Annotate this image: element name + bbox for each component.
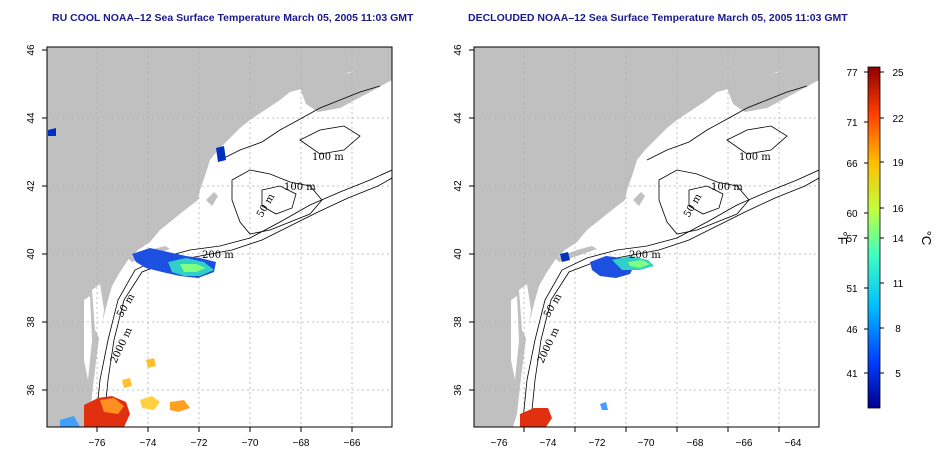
left-sst-south-yellow: [140, 396, 160, 410]
left-xtick-1: −74: [140, 438, 157, 449]
right-bathymetry-contours: [522, 85, 819, 421]
right-xtick-4: −68: [687, 438, 704, 449]
left-sst-offshore-spots: [122, 358, 156, 388]
right-map-title: DECLOUDED NOAA–12 Sea Surface Temperatur…: [468, 12, 848, 24]
right-xtick-5: −66: [736, 438, 753, 449]
left-map-title: RU COOL NOAA–12 Sea Surface Temperature …: [52, 12, 414, 24]
left-ytick-46: 46: [26, 44, 37, 56]
colorbar-f-tick-66: 66: [846, 159, 858, 170]
right-chesapeake: [511, 296, 519, 380]
colorbar-f-tick-71: 71: [846, 118, 858, 129]
left-ytick-42: 42: [26, 180, 37, 192]
right-ytick-40: 40: [453, 248, 464, 260]
left-xtick-0: −76: [89, 438, 106, 449]
left-sst-data: [48, 128, 226, 427]
left-sst-small-patch: [216, 146, 226, 162]
right-xtick-3: −70: [638, 438, 655, 449]
colorbar-c-tick-25: 25: [892, 68, 904, 79]
right-ytick-36: 36: [453, 384, 464, 396]
left-chesapeake: [84, 296, 92, 380]
colorbar-gradient: [867, 66, 881, 409]
colorbar-c-tick-16: 16: [892, 204, 904, 215]
left-contour-label-200m: 200 m: [202, 250, 234, 261]
colorbar-f-ticks: [864, 71, 868, 374]
colorbar-c-tick-8: 8: [895, 324, 901, 335]
right-x-axis: [523, 427, 780, 432]
left-xtick-3: −70: [242, 438, 259, 449]
left-sst-front: [180, 264, 206, 272]
left-delmarva: [92, 284, 104, 340]
right-xtick-0: −76: [491, 438, 508, 449]
right-grid: [474, 47, 819, 427]
right-sst-small-patch: [560, 252, 570, 262]
left-land-mass: [47, 47, 392, 427]
left-grid: [47, 47, 392, 427]
right-xtick-2: −72: [589, 438, 606, 449]
colorbar-c-tick-5: 5: [895, 369, 901, 380]
colorbar-f-tick-57: 57: [846, 234, 858, 245]
left-ytick-40: 40: [26, 248, 37, 260]
colorbar-f-tick-41: 41: [846, 369, 858, 380]
colorbar-f-tick-51: 51: [846, 284, 858, 295]
left-cape-cod: [206, 192, 218, 206]
right-contour-label-200m: 200 m: [629, 250, 661, 261]
colorbar-fahrenheit-label: °F: [835, 231, 850, 244]
right-ytick-38: 38: [453, 316, 464, 328]
left-ytick-44: 44: [26, 112, 37, 124]
left-xtick-5: −66: [344, 438, 361, 449]
right-map-panel: 100 m 100 m 50 m 200 m 50 m 2000 m −76 −…: [453, 44, 820, 449]
colorbar-f-tick-46: 46: [846, 325, 858, 336]
left-ytick-36: 36: [26, 384, 37, 396]
left-xtick-4: −68: [293, 438, 310, 449]
left-sst-south-scatter: [170, 400, 190, 412]
right-land-mass: [474, 47, 819, 427]
left-sst-south-blue: [60, 416, 80, 427]
left-sst-patch-northwest: [48, 128, 56, 136]
right-xtick-6: −64: [785, 438, 802, 449]
left-x-axis: [96, 427, 353, 432]
right-delmarva: [519, 284, 531, 340]
right-contour-label-100m-a: 100 m: [739, 152, 771, 163]
right-sst-data: [520, 252, 654, 427]
right-map-frame: [473, 46, 820, 428]
colorbar-celsius-label: °C: [919, 231, 934, 246]
left-xtick-2: −72: [191, 438, 208, 449]
colorbar-c-tick-11: 11: [893, 279, 904, 290]
left-nova-scotia: [300, 60, 392, 112]
colorbar: 77 71 66 60 57 51 46 41 25 22 19 16 14 1…: [835, 66, 934, 409]
right-sst-front: [628, 260, 650, 268]
left-bathymetry-contours: [95, 85, 392, 421]
colorbar-c-tick-22: 22: [892, 114, 904, 125]
left-y-axis: [42, 49, 47, 391]
right-ytick-46: 46: [453, 44, 464, 56]
colorbar-f-tick-77: 77: [846, 68, 858, 79]
left-map-panel: 100 m 100 m 50 m 200 m 50 m 2000 m −76 −…: [26, 44, 393, 449]
right-ytick-44: 44: [453, 112, 464, 124]
right-nova-scotia: [727, 60, 819, 112]
colorbar-f-tick-60: 60: [846, 209, 858, 220]
colorbar-c-tick-14: 14: [892, 234, 904, 245]
right-sst-south-warm: [520, 408, 552, 427]
left-sst-south-orange: [100, 398, 124, 414]
left-map-frame: [46, 46, 393, 428]
left-contour-label-100m-b: 100 m: [284, 182, 316, 193]
right-cape-cod: [633, 192, 645, 206]
right-contour-label-100m-b: 100 m: [711, 182, 743, 193]
left-ytick-38: 38: [26, 316, 37, 328]
right-ytick-42: 42: [453, 180, 464, 192]
right-xtick-1: −74: [540, 438, 557, 449]
right-y-axis: [469, 49, 474, 391]
right-sst-south-blue: [600, 402, 608, 410]
colorbar-c-tick-19: 19: [892, 158, 904, 169]
left-contour-label-100m-a: 100 m: [312, 152, 344, 163]
colorbar-c-ticks: [880, 71, 884, 374]
